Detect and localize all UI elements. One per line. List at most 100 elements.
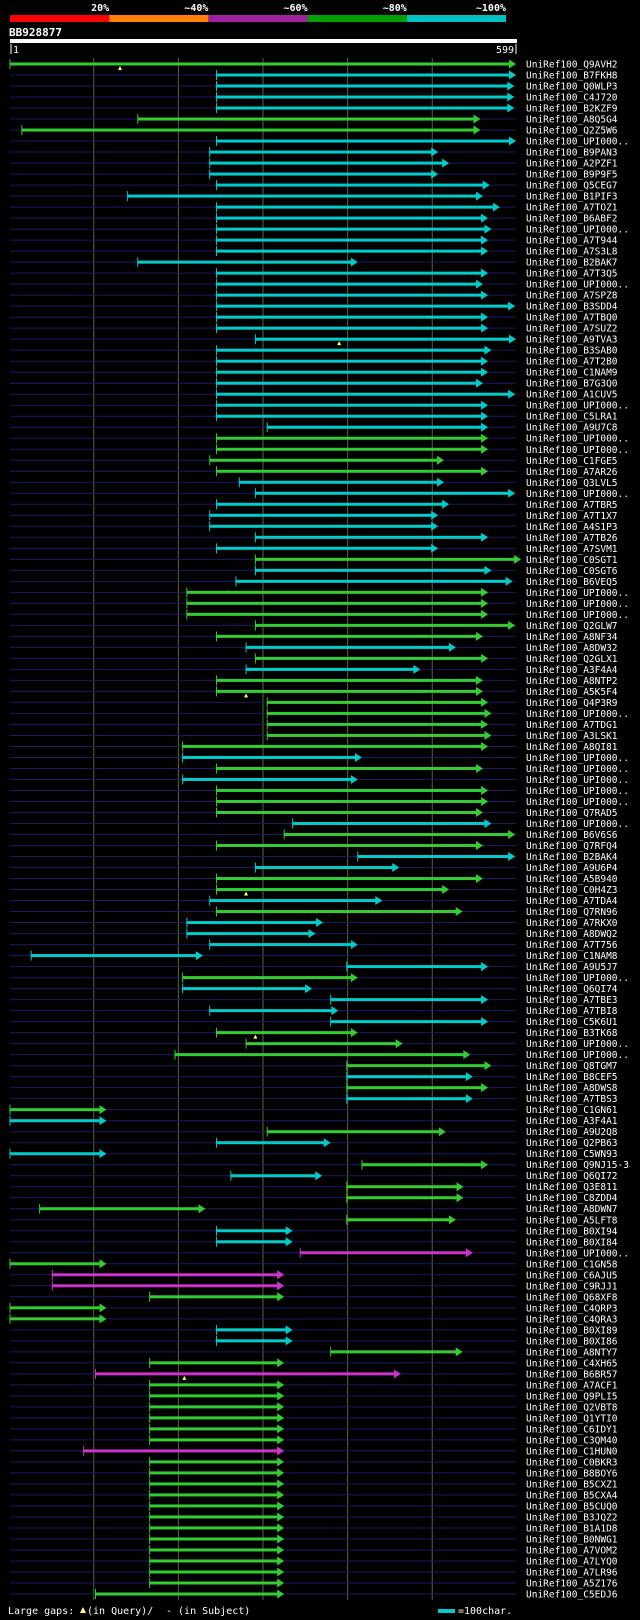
hit-label[interactable]: UniRef100_A7T2B0 (526, 357, 618, 368)
hit-label[interactable]: UniRef100_Q9PLI5 (526, 1391, 618, 1402)
hit-label[interactable]: UniRef100_A7TDG1 (526, 720, 618, 731)
hit-row[interactable]: UniRef100_UPI000.. (10, 598, 629, 610)
hit-row[interactable]: UniRef100_A5K5F4 (10, 686, 618, 698)
hit-label[interactable]: UniRef100_UPI000.. (526, 1050, 629, 1061)
hit-row[interactable]: UniRef100_A7SUZ2 (10, 323, 618, 335)
hit-label[interactable]: UniRef100_A9U5J7 (526, 962, 618, 973)
hit-row[interactable]: UniRef100_UPI000.. (10, 400, 629, 412)
hit-label[interactable]: UniRef100_UPI000.. (526, 489, 629, 500)
hit-label[interactable]: UniRef100_B0NWG1 (526, 1534, 618, 1545)
hit-row[interactable]: UniRef100_Q9PLI5 (10, 1390, 618, 1403)
hit-row[interactable]: UniRef100_UPI000.. (10, 224, 629, 236)
hit-label[interactable]: UniRef100_A8NTY7 (526, 1347, 618, 1358)
hit-row[interactable]: UniRef100_C0SGT6 (10, 565, 618, 577)
hit-label[interactable]: UniRef100_UPI000.. (526, 973, 629, 984)
hit-row[interactable]: UniRef100_B2KZF9 (10, 103, 618, 115)
hit-label[interactable]: UniRef100_B6V6S6 (526, 830, 618, 841)
hit-row[interactable]: UniRef100_A9U2Q8 (10, 1126, 618, 1139)
hit-row[interactable]: UniRef100_Q7RAD5 (10, 807, 618, 819)
hit-label[interactable]: UniRef100_B2KZF9 (526, 104, 618, 115)
hit-row[interactable]: UniRef100_B3JQZ2 (10, 1511, 618, 1524)
hit-label[interactable]: UniRef100_UPI000.. (526, 819, 629, 830)
hit-label[interactable]: UniRef100_B3SAB0 (526, 346, 618, 357)
hit-row[interactable]: UniRef100_A8QI81 (10, 741, 618, 753)
hit-label[interactable]: UniRef100_Q68XF8 (526, 1292, 618, 1303)
hit-row[interactable]: UniRef100_A8Q5G4 (10, 114, 618, 126)
hit-row[interactable]: UniRef100_A3F4A4 (10, 664, 618, 676)
hit-label[interactable]: UniRef100_Q5CEG7 (526, 181, 618, 192)
hit-row[interactable]: UniRef100_B1A1D8 (10, 1522, 618, 1535)
hit-label[interactable]: UniRef100_C6AJU5 (526, 1270, 618, 1281)
hit-row[interactable]: UniRef100_UPI000.. (10, 279, 629, 291)
hit-row[interactable]: UniRef100_C0H4Z3 (10, 884, 618, 897)
hit-label[interactable]: UniRef100_Q3E811 (526, 1182, 618, 1193)
hit-row[interactable]: UniRef100_UPI000.. (10, 708, 629, 720)
hit-label[interactable]: UniRef100_C9RJJ1 (526, 1281, 618, 1292)
hit-label[interactable]: UniRef100_Q9AVH2 (526, 60, 618, 71)
hit-label[interactable]: UniRef100_A7LR96 (526, 1567, 618, 1578)
hit-label[interactable]: UniRef100_C4J720 (526, 93, 618, 104)
hit-row[interactable]: UniRef100_A7T944 (10, 235, 618, 247)
hit-row[interactable]: UniRef100_B0NWG1 (10, 1533, 618, 1546)
hit-row[interactable]: UniRef100_A7S3L8 (10, 246, 618, 258)
hit-row[interactable]: UniRef100_Q6QI74 (10, 983, 618, 996)
hit-row[interactable]: UniRef100_C1FGE5 (10, 455, 618, 467)
hit-label[interactable]: UniRef100_A7AR26 (526, 467, 618, 478)
hit-row[interactable]: UniRef100_UPI000.. (10, 785, 629, 797)
hit-row[interactable]: UniRef100_C1NAM8 (10, 950, 618, 963)
hit-row[interactable]: UniRef100_B5CXZ1 (10, 1478, 618, 1491)
hit-label[interactable]: UniRef100_UPI000.. (526, 753, 629, 764)
hit-label[interactable]: UniRef100_B6ABF2 (526, 214, 618, 225)
hit-row[interactable]: UniRef100_A7RKX0 (10, 917, 618, 930)
hit-row[interactable]: UniRef100_C3QM40 (10, 1434, 618, 1447)
hit-row[interactable]: UniRef100_UPI000.. (10, 1038, 629, 1051)
hit-label[interactable]: UniRef100_Q7RAD5 (526, 808, 618, 819)
hit-row[interactable]: UniRef100_Q1YTI0 (10, 1412, 618, 1425)
hit-row[interactable]: UniRef100_A7ACF1 (10, 1379, 618, 1392)
hit-row[interactable]: UniRef100_Q5CEG7 (10, 180, 618, 192)
hit-label[interactable]: UniRef100_B2BAK7 (526, 258, 618, 269)
hit-label[interactable]: UniRef100_UPI000.. (526, 797, 629, 808)
hit-row[interactable]: UniRef100_A5Z176 (10, 1577, 618, 1590)
hit-row[interactable]: UniRef100_A5B940 (10, 873, 618, 886)
hit-row[interactable]: UniRef100_A7TB26 (10, 532, 618, 544)
hit-row[interactable]: UniRef100_B3SAB0 (10, 345, 618, 357)
hit-row[interactable]: UniRef100_Q3E811 (10, 1181, 618, 1194)
hit-label[interactable]: UniRef100_B5CXA4 (526, 1490, 618, 1501)
hit-row[interactable]: UniRef100_A1CUV5 (10, 389, 618, 401)
hit-label[interactable]: UniRef100_A8DWQ2 (526, 929, 618, 940)
hit-row[interactable]: UniRef100_B6VEQ5 (10, 576, 618, 588)
hit-row[interactable]: UniRef100_Q2GLW7 (10, 620, 618, 632)
hit-row[interactable]: UniRef100_B6BR57 (10, 1368, 618, 1381)
hit-label[interactable]: UniRef100_A7T3Q5 (526, 269, 618, 280)
hit-row[interactable]: UniRef100_B8BOY6 (10, 1467, 618, 1480)
hit-label[interactable]: UniRef100_Q9NJ15-3 (526, 1160, 629, 1171)
hit-row[interactable]: UniRef100_A7TBE3 (10, 994, 618, 1007)
hit-label[interactable]: UniRef100_UPI000.. (526, 434, 629, 445)
hit-label[interactable]: UniRef100_Q7RN96 (526, 907, 618, 918)
hit-label[interactable]: UniRef100_A7TBQ0 (526, 313, 618, 324)
hit-row[interactable]: UniRef100_C1NAM9 (10, 367, 618, 379)
hit-label[interactable]: UniRef100_A7T944 (526, 236, 618, 247)
hit-row[interactable]: UniRef100_A7AR26 (10, 466, 618, 478)
hit-label[interactable]: UniRef100_A5K5F4 (526, 687, 618, 698)
hit-label[interactable]: UniRef100_A2PZF1 (526, 159, 618, 170)
hit-label[interactable]: UniRef100_A8DW32 (526, 643, 618, 654)
hit-label[interactable]: UniRef100_C1GN61 (526, 1105, 618, 1116)
hit-label[interactable]: UniRef100_Q2VBT8 (526, 1402, 618, 1413)
hit-row[interactable]: UniRef100_A3LSK1 (10, 730, 618, 742)
hit-row[interactable]: UniRef100_C4QRA3 (9, 1313, 618, 1326)
hit-row[interactable]: UniRef100_A7TBR5 (10, 499, 618, 511)
hit-label[interactable]: UniRef100_B1PIF3 (526, 192, 618, 203)
hit-label[interactable]: UniRef100_Q0WLP3 (526, 82, 618, 93)
hit-row[interactable]: UniRef100_A4S1P3 (10, 521, 618, 533)
hit-label[interactable]: UniRef100_C6IDY1 (526, 1424, 618, 1435)
hit-row[interactable]: UniRef100_C0BKR3 (10, 1456, 618, 1469)
hit-row[interactable]: UniRef100_B3TK68 (10, 1027, 618, 1040)
hit-row[interactable]: UniRef100_C4XH65 (10, 1357, 618, 1370)
hit-row[interactable]: UniRef100_C9RJJ1 (10, 1280, 618, 1293)
hit-row[interactable]: UniRef100_Q2Z5W6 (10, 125, 618, 137)
hit-label[interactable]: UniRef100_C4QRP3 (526, 1303, 618, 1314)
hit-label[interactable]: UniRef100_B7FKH8 (526, 71, 618, 82)
hit-label[interactable]: UniRef100_B0XI84 (526, 1237, 618, 1248)
